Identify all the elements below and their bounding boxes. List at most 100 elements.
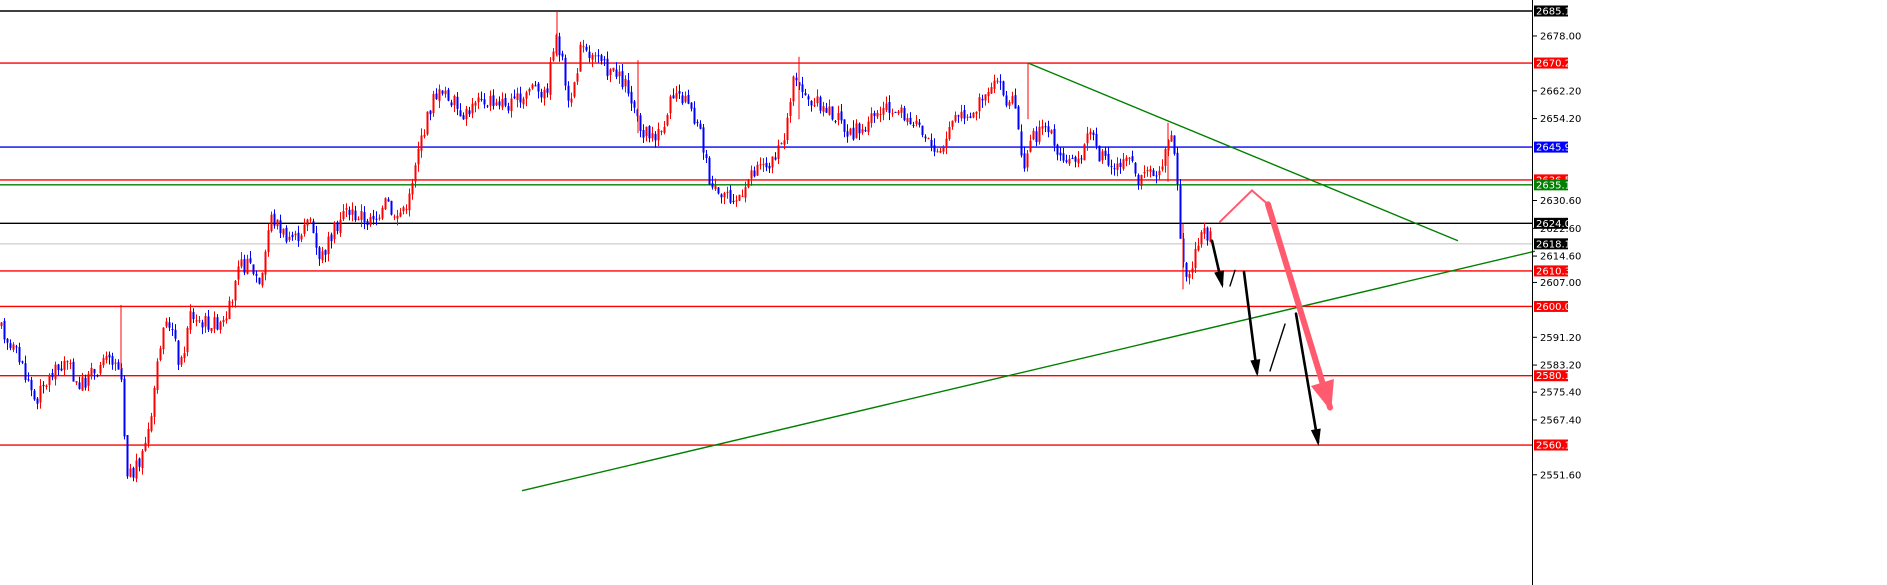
- candle-body: [867, 121, 870, 133]
- candle-body: [285, 227, 288, 242]
- candle-body: [1002, 81, 1005, 96]
- candle-body: [1026, 153, 1029, 168]
- candle-body: [771, 156, 774, 168]
- candle-body: [207, 316, 210, 330]
- candle-body: [1137, 174, 1140, 186]
- candle-body: [720, 194, 723, 198]
- candle-body: [603, 59, 606, 61]
- projection-segment: [1265, 201, 1333, 411]
- candle-body: [735, 200, 738, 202]
- candle-body: [768, 165, 771, 169]
- candle-body: [30, 379, 33, 391]
- candle-body: [1161, 166, 1164, 170]
- candle-body: [909, 117, 912, 125]
- candle-body: [129, 468, 132, 477]
- candle-body: [648, 125, 651, 139]
- candle-body: [267, 230, 270, 252]
- candle-body: [837, 112, 840, 121]
- candle-body: [330, 234, 333, 242]
- candle-body: [570, 98, 573, 103]
- candle-body: [1053, 128, 1056, 146]
- candle-body: [690, 102, 693, 109]
- candle-body: [630, 91, 633, 104]
- candle-body: [816, 96, 819, 104]
- candle-body: [159, 348, 162, 360]
- candle-body: [48, 374, 51, 386]
- candle-body: [522, 98, 525, 105]
- candle-body: [291, 234, 294, 238]
- candle-body: [420, 135, 423, 151]
- candle-body: [195, 320, 198, 322]
- candle-body: [783, 140, 786, 145]
- candle-body: [780, 142, 783, 144]
- candle-body: [399, 212, 402, 217]
- level-badge: [1534, 141, 1568, 153]
- candle-body: [24, 363, 27, 380]
- candle-body: [747, 179, 750, 188]
- level-badge-label: 2618.12: [1536, 239, 1577, 250]
- candle-body: [465, 108, 468, 120]
- candle-body: [69, 363, 72, 365]
- candle-body: [591, 55, 594, 60]
- candle-body: [549, 61, 552, 95]
- candle-body: [258, 277, 261, 284]
- candle-body: [264, 251, 267, 275]
- tick-label: 2575.40: [1540, 388, 1581, 399]
- candle-body: [504, 97, 507, 106]
- candle-body: [957, 115, 960, 117]
- candle-body: [930, 139, 933, 147]
- candle-body: [453, 95, 456, 106]
- candle-body: [564, 57, 567, 86]
- candle-body: [840, 111, 843, 121]
- candle-body: [1050, 130, 1053, 134]
- candle-body: [753, 170, 756, 177]
- candle-body: [507, 106, 510, 111]
- candle-body: [303, 224, 306, 234]
- candle-body: [1062, 153, 1065, 161]
- level-badge: [1534, 265, 1568, 277]
- candle-body: [585, 46, 588, 51]
- candle-body: [1059, 152, 1062, 156]
- projection-arrowhead: [1250, 359, 1261, 377]
- candle-body: [744, 187, 747, 198]
- candle-body: [342, 211, 345, 220]
- projection-segment: [1242, 270, 1259, 375]
- candle-body: [351, 209, 354, 215]
- candle-body: [921, 125, 924, 135]
- candle-body: [546, 88, 549, 93]
- projection-segment: [1251, 189, 1269, 206]
- candle-body: [1176, 152, 1179, 184]
- candle-body: [729, 190, 732, 203]
- candle-body: [558, 36, 561, 56]
- trend-line-ascending-support: [521, 250, 1536, 492]
- candle-body: [777, 145, 780, 159]
- candle-body: [405, 208, 408, 210]
- candle-body: [486, 105, 489, 107]
- candle-body: [705, 154, 708, 158]
- level-badge: [1534, 179, 1568, 191]
- candle-body: [972, 112, 975, 118]
- candle-body: [1119, 162, 1122, 168]
- candle-body: [519, 93, 522, 103]
- candle-body: [687, 94, 690, 104]
- candle-body: [789, 102, 792, 117]
- candle-body: [360, 211, 363, 220]
- tick-label: 2591.20: [1540, 333, 1581, 344]
- candle-body: [795, 77, 798, 81]
- candle-body: [192, 312, 195, 320]
- candle-body: [1164, 148, 1167, 166]
- tick-label: 2551.60: [1540, 470, 1581, 481]
- candle-body: [807, 96, 810, 100]
- candle-body: [429, 110, 432, 115]
- candle-body: [1113, 168, 1116, 170]
- candle-body: [174, 329, 177, 339]
- candle-body: [390, 200, 393, 215]
- candle-body: [489, 95, 492, 106]
- candle-body: [198, 320, 201, 322]
- candle-body: [1173, 135, 1176, 154]
- candle-body: [915, 120, 918, 125]
- candle-body: [228, 300, 231, 319]
- trend-line-descending-resistance: [1027, 62, 1459, 242]
- candle-body: [510, 98, 513, 111]
- candle-body: [306, 219, 309, 226]
